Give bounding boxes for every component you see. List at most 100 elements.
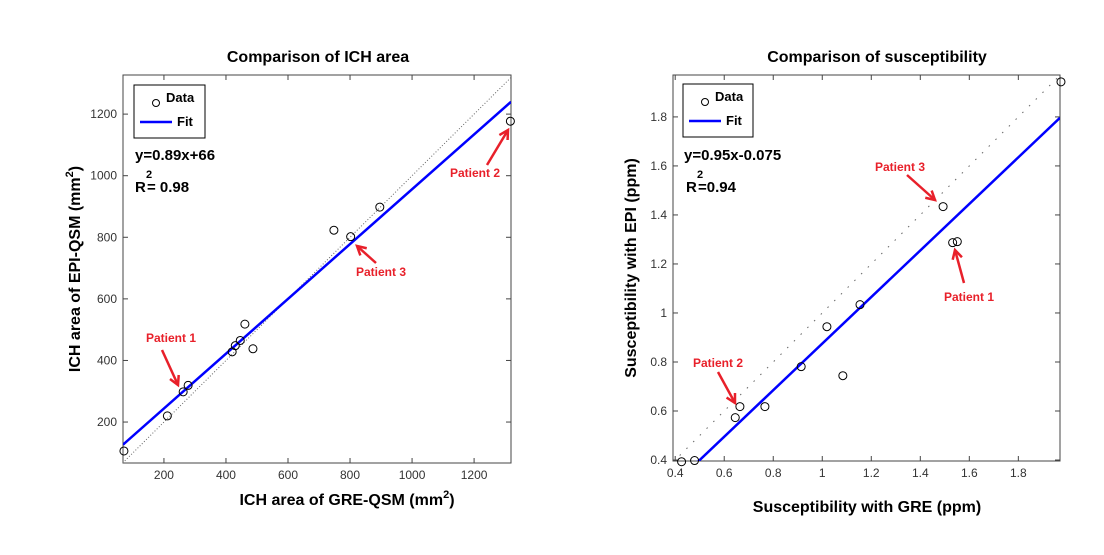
data-point — [346, 232, 356, 242]
data-point — [178, 387, 188, 397]
x-tick-label: 0.8 — [765, 466, 782, 480]
data-point — [248, 344, 258, 354]
legend-box — [133, 84, 206, 139]
y-tick-label: 1.8 — [650, 110, 667, 124]
data-point — [677, 457, 687, 467]
x-axis-label: ICH area of GRE-QSM (mm2) — [239, 489, 454, 509]
data-point — [855, 300, 865, 310]
r-squared-value: =0.94 — [698, 179, 737, 196]
r-squared-value: = 0.98 — [147, 179, 189, 196]
y-axis-label: Susceptibility with EPI (ppm) — [623, 158, 640, 378]
x-axis-label-text: Susceptibility with GRE (ppm) — [753, 499, 981, 516]
x-tick-label: 0.6 — [716, 466, 733, 480]
annotation-label: Patient 2 — [450, 166, 500, 180]
legend-data-label: Data — [715, 89, 744, 104]
x-tick-label: 1.6 — [961, 466, 978, 480]
data-point — [505, 116, 515, 126]
annotation-label: Patient 1 — [944, 290, 994, 304]
annotation-arrowhead — [951, 247, 963, 261]
y-tick-label: 400 — [97, 353, 117, 367]
x-tick-label: 1 — [819, 466, 826, 480]
data-point — [375, 202, 385, 212]
data-point — [329, 225, 339, 235]
annotation-label: Patient 3 — [875, 160, 925, 174]
data-point — [760, 402, 770, 412]
data-point — [938, 202, 948, 212]
legend-box — [682, 83, 754, 138]
annotation-arrow — [906, 174, 936, 201]
annotation-label: Patient 3 — [356, 265, 406, 279]
data-point — [1056, 77, 1066, 87]
identity-line — [673, 75, 1060, 461]
y-axis-label-superscript: 2 — [64, 171, 76, 177]
x-tick-label: 1.4 — [912, 466, 929, 480]
x-tick-label: 400 — [216, 468, 236, 482]
y-tick-label: 0.8 — [650, 355, 667, 369]
x-tick-label: 0.4 — [667, 466, 684, 480]
x-tick-label: 600 — [278, 468, 298, 482]
data-point — [796, 362, 806, 372]
x-axis-label: Susceptibility with GRE (ppm) — [753, 499, 981, 516]
r-squared-symbol: R — [686, 179, 697, 196]
legend-data-marker — [152, 99, 160, 107]
fit-line — [123, 100, 511, 446]
data-point — [822, 322, 832, 332]
annotation-arrowhead — [355, 244, 368, 256]
y-tick-label: 1.6 — [650, 159, 667, 173]
y-tick-label: 1.4 — [650, 208, 667, 222]
x-tick-label: 1.8 — [1010, 466, 1027, 480]
legend-fit-label: Fit — [726, 113, 743, 128]
plot-frame — [122, 74, 512, 464]
annotation-arrow — [356, 245, 377, 264]
r-squared-superscript: 2 — [146, 169, 152, 181]
chart-susceptibility: Comparison of susceptibility 0.4 0.6 0.8 1 1.… — [623, 49, 1066, 516]
data-point — [952, 237, 962, 247]
x-axis-label-text: ICH area of GRE-QSM (mm — [239, 492, 443, 509]
legend-data-label: Data — [166, 90, 195, 105]
fit-line — [696, 116, 1060, 461]
r-squared-symbol: R — [135, 179, 146, 196]
y-tick-label: 1.2 — [650, 257, 667, 271]
data-point — [838, 371, 848, 381]
annotation-label: Patient 1 — [146, 331, 196, 345]
x-tick-label: 200 — [154, 468, 174, 482]
r-squared-superscript: 2 — [697, 169, 703, 181]
annotation-arrowhead — [924, 190, 937, 202]
y-tick-label: 1200 — [90, 107, 117, 121]
data-point — [230, 341, 240, 351]
annotation-label: Patient 2 — [693, 356, 743, 370]
chart-title: Comparison of susceptibility — [767, 49, 987, 66]
annotation-arrow — [160, 349, 180, 386]
plot-area — [673, 75, 1060, 461]
y-tick-label: 800 — [97, 230, 117, 244]
x-axis-label-end: ) — [449, 492, 454, 509]
y-axis-label-end: ) — [67, 166, 84, 171]
y-axis-label: ICH area of EPI-QSM (mm2) — [64, 166, 84, 372]
data-point — [119, 446, 129, 456]
y-tick-label: 0.6 — [650, 404, 667, 418]
annotation-arrow — [953, 249, 966, 284]
data-point — [735, 402, 745, 412]
x-tick-label: 1200 — [461, 468, 488, 482]
y-tick-label: 200 — [97, 415, 117, 429]
y-axis-label-text: ICH area of EPI-QSM (mm — [67, 177, 84, 372]
data-point — [183, 380, 193, 390]
annotation-arrow — [485, 129, 510, 166]
data-point — [948, 238, 958, 248]
data-point — [235, 335, 245, 345]
x-tick-label: 800 — [340, 468, 360, 482]
y-axis-label-text: Susceptibility with EPI (ppm) — [623, 158, 640, 378]
y-tick-label: 600 — [97, 292, 117, 306]
fit-equation: y=0.95x-0.075 — [684, 147, 781, 164]
data-point — [730, 413, 740, 423]
chart-title: Comparison of ICH area — [227, 49, 409, 66]
x-axis-label-superscript: 2 — [443, 489, 449, 501]
x-tick-label: 1.2 — [863, 466, 880, 480]
annotation-arrowhead — [725, 392, 737, 406]
data-point — [690, 456, 700, 466]
y-tick-label: 0.4 — [650, 453, 667, 467]
y-tick-label: 1000 — [90, 169, 117, 183]
annotation-arrowhead — [498, 127, 510, 141]
legend-data-marker — [701, 98, 709, 106]
